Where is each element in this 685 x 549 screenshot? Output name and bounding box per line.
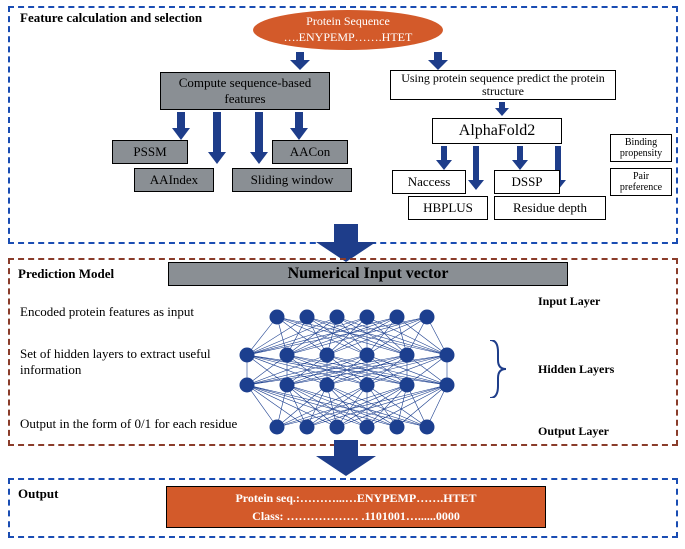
sliding-box: Sliding window [232, 168, 352, 192]
naccess-text: Naccess [408, 174, 451, 190]
output-layer-label: Output Layer [538, 424, 609, 439]
aaindex-box: AAIndex [134, 168, 214, 192]
aaindex-text: AAIndex [150, 172, 198, 188]
hbplus-text: HBPLUS [423, 200, 473, 216]
output-line1: Protein seq.:………...…ENYPEMP…….HTET [235, 489, 476, 507]
aacon-box: AACon [272, 140, 348, 164]
pssm-box: PSSM [112, 140, 188, 164]
arrow-icon [428, 52, 448, 70]
aacon-text: AACon [290, 144, 330, 160]
output-line2: Class: ……………… .1101001…......0000 [252, 507, 460, 525]
alphafold-box: AlphaFold2 [432, 118, 562, 144]
bracket-icon [488, 340, 508, 403]
binding-text: Binding propensity [611, 137, 671, 159]
output-box: Protein seq.:………...…ENYPEMP…….HTET Class… [166, 486, 546, 528]
residue-depth-text: Residue depth [513, 200, 587, 216]
arrow-icon [208, 112, 226, 164]
arrow-icon [290, 52, 310, 70]
section3-title: Output [18, 486, 58, 502]
pair-box: Pair preference [610, 168, 672, 196]
naccess-box: Naccess [392, 170, 466, 194]
protein-seq-box: Protein Sequence ….ENYPEMP…….HTET [253, 10, 443, 50]
arrow-icon [436, 146, 452, 170]
dssp-text: DSSP [511, 174, 542, 190]
binding-box: Binding propensity [610, 134, 672, 162]
residue-depth-box: Residue depth [494, 196, 606, 220]
compute-text: Compute sequence-based features [161, 75, 329, 106]
predict-struct-text: Using protein sequence predict the prote… [391, 72, 615, 98]
predict-struct-box: Using protein sequence predict the prote… [390, 70, 616, 100]
compute-features-box: Compute sequence-based features [160, 72, 330, 110]
input-vec-text: Numerical Input vector [288, 265, 449, 283]
hbplus-box: HBPLUS [408, 196, 488, 220]
protein-seq-text: Protein Sequence ….ENYPEMP…….HTET [284, 14, 413, 45]
pssm-text: PSSM [133, 144, 166, 160]
arrow-icon [468, 146, 484, 190]
dssp-box: DSSP [494, 170, 560, 194]
arrow-icon [290, 112, 308, 140]
hidden-desc-label: Set of hidden layers to extract useful i… [20, 346, 250, 379]
section1-title: Feature calculation and selection [20, 10, 202, 26]
arrow-icon [512, 146, 528, 170]
encoded-label: Encoded protein features as input [20, 304, 250, 320]
output-desc-label: Output in the form of 0/1 for each resid… [20, 416, 280, 432]
arrow-icon [495, 102, 509, 116]
big-arrow-icon [316, 224, 376, 262]
arrow-icon [172, 112, 190, 140]
arrow-icon [250, 112, 268, 164]
hidden-layers-label: Hidden Layers [538, 362, 614, 377]
section2-title: Prediction Model [18, 266, 114, 282]
alphafold-text: AlphaFold2 [459, 122, 535, 140]
pair-text: Pair preference [611, 171, 671, 193]
sliding-text: Sliding window [251, 172, 334, 188]
big-arrow-icon [316, 440, 376, 476]
input-vector-box: Numerical Input vector [168, 262, 568, 286]
input-layer-label: Input Layer [538, 294, 600, 309]
